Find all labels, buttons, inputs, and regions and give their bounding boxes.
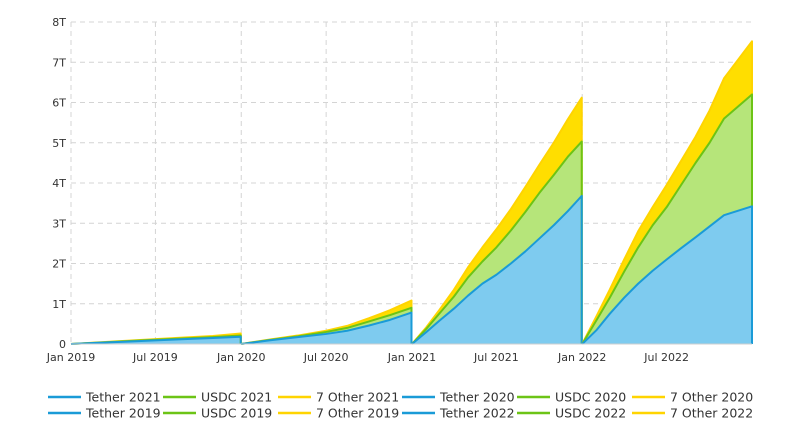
y-tick-label: 8T [52, 16, 66, 29]
line-usdc-2022 [581, 93, 753, 345]
legend-item[interactable]: USDC 2019 [163, 406, 272, 421]
y-tick-label: 3T [52, 217, 66, 230]
line-tether-2019 [70, 335, 242, 345]
legend-item[interactable]: USDC 2020 [517, 390, 626, 405]
x-tick-label: Jul 2020 [303, 351, 349, 364]
area-tether-2020 [241, 312, 412, 344]
legend-item[interactable]: Tether 2020 [402, 390, 515, 405]
x-tick-label: Jul 2021 [473, 351, 519, 364]
x-tick-label: Jan 2019 [46, 351, 95, 364]
axes: 0 1T 2T 3T 4T 5T 6T 7T 8T Jan 2019 Jul 2019 Jan 202… [46, 16, 752, 364]
x-tick-label: Jan 2020 [216, 351, 265, 364]
x-tick-label: Jan 2021 [387, 351, 436, 364]
y-tick-label: 5T [52, 137, 66, 150]
legend-item[interactable]: USDC 2022 [517, 406, 626, 421]
legend-label: 7 Other 2019 [316, 406, 399, 421]
y-tick-label: 6T [52, 97, 66, 110]
line-tether-2021 [411, 194, 583, 345]
legend-label: USDC 2020 [555, 390, 626, 405]
legend-item[interactable]: USDC 2021 [163, 390, 272, 405]
legend-label: USDC 2021 [201, 390, 272, 405]
y-tick-label: 7T [52, 56, 66, 69]
y-tick-label: 4T [52, 177, 66, 190]
y-tick-label: 2T [52, 258, 66, 271]
legend-label: USDC 2019 [201, 406, 272, 421]
area-tether-2021 [411, 195, 582, 344]
line-7-other-2022 [581, 40, 753, 345]
y-tick-label: 0 [59, 338, 66, 351]
legend-label: Tether 2019 [85, 406, 161, 421]
legend-label: 7 Other 2022 [670, 406, 753, 421]
legend-item[interactable]: 7 Other 2022 [632, 406, 753, 421]
legend-label: 7 Other 2021 [316, 390, 399, 405]
legend-item[interactable]: Tether 2019 [48, 406, 161, 421]
legend: Tether 2021 USDC 2021 7 Other 2021 Tether 2… [48, 390, 753, 421]
line-7-other-2021 [411, 96, 583, 345]
legend-item[interactable]: 7 Other 2019 [278, 406, 399, 421]
legend-label: Tether 2022 [439, 406, 515, 421]
area-tether-2022 [582, 206, 752, 344]
line-tether-2022 [581, 205, 753, 345]
x-tick-label: Jul 2019 [132, 351, 178, 364]
line-tether-2020 [241, 311, 413, 345]
x-tick-label: Jul 2022 [643, 351, 689, 364]
legend-label: 7 Other 2020 [670, 390, 753, 405]
plot-areas [70, 40, 753, 345]
legend-item[interactable]: Tether 2021 [48, 390, 161, 405]
x-tick-label: Jan 2022 [557, 351, 606, 364]
y-tick-label: 1T [52, 298, 66, 311]
legend-label: Tether 2021 [85, 390, 161, 405]
legend-item[interactable]: Tether 2022 [402, 406, 515, 421]
legend-label: USDC 2022 [555, 406, 626, 421]
legend-item[interactable]: 7 Other 2020 [632, 390, 753, 405]
legend-label: Tether 2020 [439, 390, 515, 405]
legend-item[interactable]: 7 Other 2021 [278, 390, 399, 405]
line-usdc-2021 [411, 140, 583, 345]
